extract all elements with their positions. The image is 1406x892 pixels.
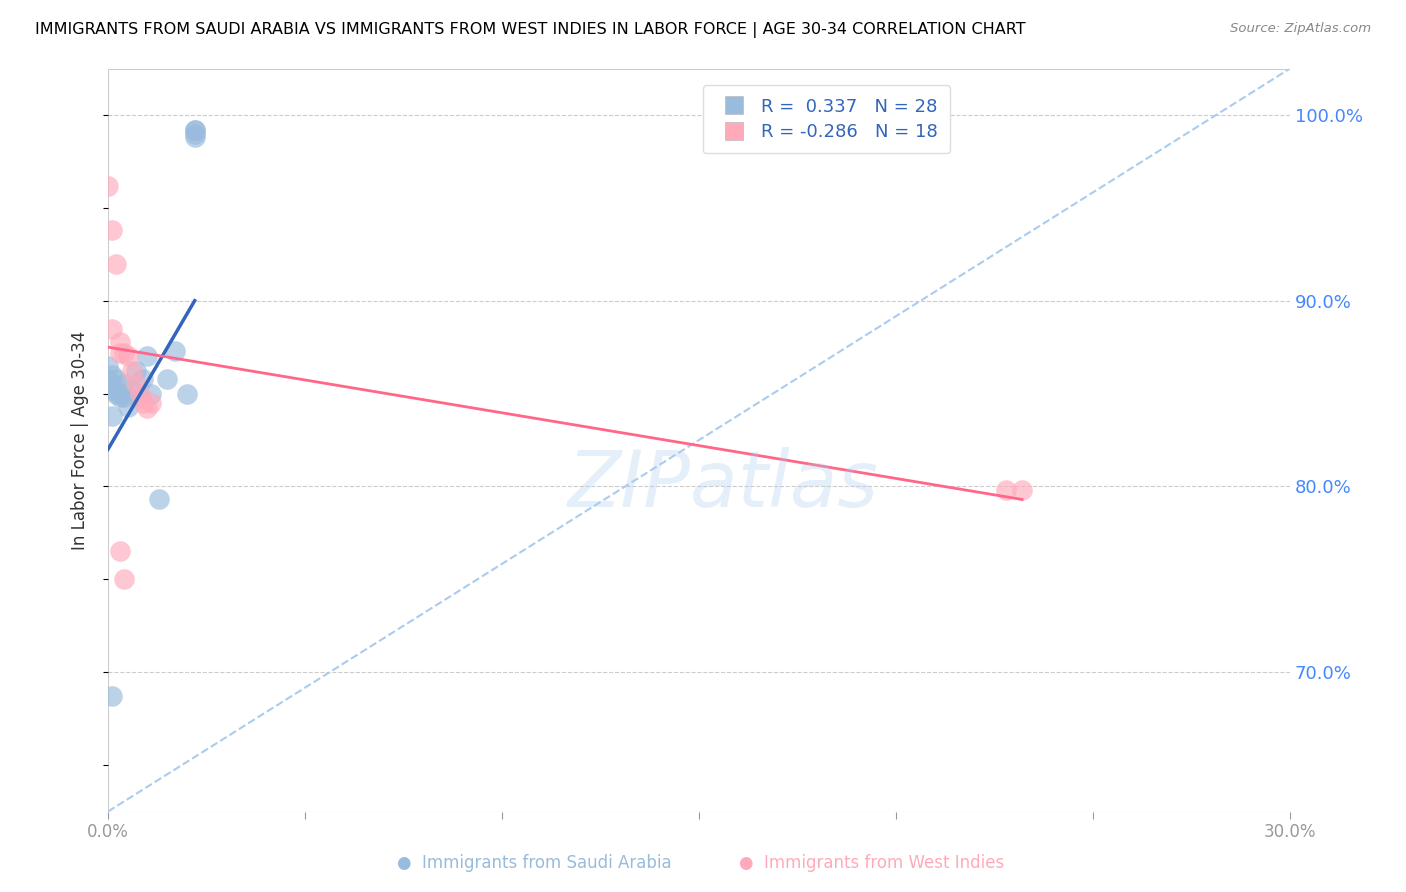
Point (108, 345, 131, 359)
Point (101, 409, 124, 423)
Point (183, 130, 205, 145)
Point (183, 127, 205, 141)
Text: Source: ZipAtlas.com: Source: ZipAtlas.com (1230, 22, 1371, 36)
Point (97, 359, 120, 373)
Point (163, 343, 186, 358)
Point (101, 383, 124, 397)
Point (101, 368, 124, 382)
Y-axis label: In Labor Force | Age 30-34: In Labor Force | Age 30-34 (72, 330, 89, 549)
Point (124, 364, 146, 378)
Point (108, 544, 131, 558)
Point (101, 690, 124, 704)
Point (136, 401, 159, 416)
Point (101, 223, 124, 237)
Point (183, 123, 205, 137)
Text: ●  Immigrants from Saudi Arabia: ● Immigrants from Saudi Arabia (396, 855, 672, 872)
Point (117, 400, 139, 414)
Point (183, 123, 205, 137)
Point (101, 321, 124, 335)
Legend: R =  0.337   N = 28, R = -0.286   N = 18: R = 0.337 N = 28, R = -0.286 N = 18 (703, 85, 950, 153)
Point (108, 390, 131, 404)
Point (101, 377, 124, 392)
Point (124, 377, 146, 392)
Point (117, 350, 139, 364)
Point (128, 386, 150, 401)
Point (112, 377, 135, 392)
Point (995, 483, 1018, 498)
Text: ZIPatlas: ZIPatlas (567, 447, 879, 523)
Point (136, 350, 159, 364)
Point (121, 383, 143, 397)
Point (97, 372, 120, 386)
Point (148, 492, 170, 507)
Point (141, 396, 163, 410)
Point (112, 345, 135, 359)
Text: IMMIGRANTS FROM SAUDI ARABIA VS IMMIGRANTS FROM WEST INDIES IN LABOR FORCE | AGE: IMMIGRANTS FROM SAUDI ARABIA VS IMMIGRAN… (35, 22, 1026, 38)
Point (128, 390, 150, 404)
Point (121, 364, 143, 378)
Point (112, 572, 135, 586)
Point (156, 372, 179, 386)
Point (97, 178, 120, 193)
Point (112, 390, 135, 404)
Point (141, 386, 163, 401)
Point (132, 396, 155, 410)
Text: ●  Immigrants from West Indies: ● Immigrants from West Indies (740, 855, 1004, 872)
Point (104, 386, 127, 401)
Point (108, 386, 131, 401)
Point (176, 386, 198, 401)
Point (104, 372, 127, 386)
Point (104, 256, 127, 270)
Point (132, 372, 155, 386)
Point (1011, 483, 1033, 498)
Point (108, 334, 131, 349)
